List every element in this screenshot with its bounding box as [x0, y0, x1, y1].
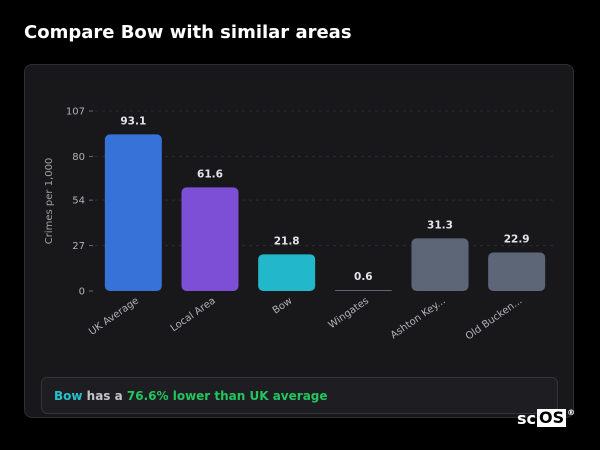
- summary-area-name: Bow: [54, 388, 83, 403]
- comparison-summary: Bow has a 76.6% lower than UK average: [41, 377, 558, 414]
- y-tick-label: 80: [72, 152, 85, 163]
- bar-value-label: 21.8: [274, 235, 300, 247]
- x-category-label: Ashton Key...: [389, 295, 448, 341]
- x-category-label: Local Area: [169, 295, 218, 334]
- page-title: Compare Bow with similar areas: [24, 22, 352, 43]
- x-category-label: Old Bucken...: [464, 295, 525, 342]
- bar-value-label: 22.9: [504, 233, 530, 245]
- bar-value-label: 61.6: [197, 168, 223, 180]
- bar-chart: 0 27 54 80 107 Crimes per 1,000 93.1 UK Average…: [44, 107, 555, 343]
- y-tick-label: 0: [79, 287, 85, 298]
- x-category-label: UK Average: [87, 295, 141, 337]
- summary-difference: 76.6% lower than UK average: [126, 388, 328, 403]
- brand-logo: sc OS ®: [517, 408, 575, 428]
- y-tick-label: 54: [72, 196, 85, 207]
- logo-prefix: sc: [517, 408, 537, 428]
- bar: [104, 134, 162, 291]
- bar: [258, 254, 316, 291]
- y-tick-label: 27: [72, 241, 85, 252]
- registered-mark: ®: [567, 408, 576, 417]
- bar: [488, 252, 546, 291]
- y-tick-label: 107: [66, 107, 85, 118]
- logo-boxed-text: OS: [537, 408, 567, 427]
- bar-value-label: 0.6: [354, 271, 373, 283]
- bar-value-label: 93.1: [120, 115, 146, 127]
- bar: [181, 187, 239, 291]
- bar: [334, 289, 392, 291]
- chart-panel: 0 27 54 80 107 Crimes per 1,000 93.1 UK Average…: [24, 64, 574, 418]
- x-category-label: Bow: [271, 295, 295, 316]
- y-axis-title: Crimes per 1,000: [44, 158, 55, 245]
- bar: [411, 238, 469, 291]
- bar-value-label: 31.3: [427, 219, 453, 231]
- x-category-label: Wingates: [327, 295, 371, 331]
- summary-connector: has a: [82, 388, 127, 403]
